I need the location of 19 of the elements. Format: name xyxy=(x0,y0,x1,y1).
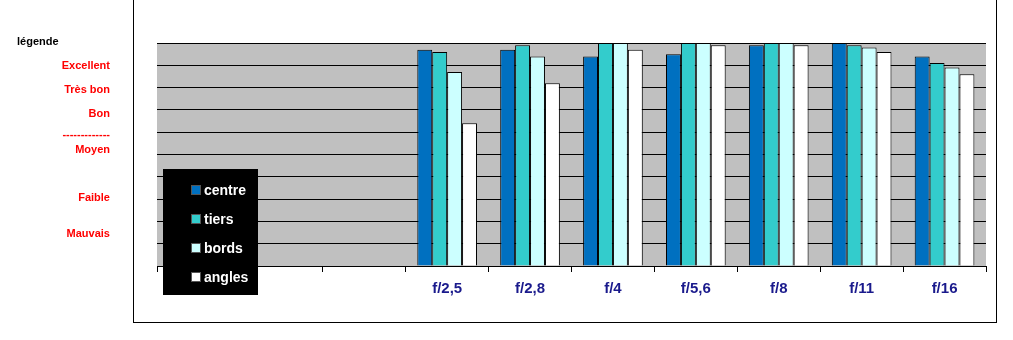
x-tick-label: f/4 xyxy=(604,279,623,297)
x-tick-label: f/2,8 xyxy=(515,279,546,297)
text: Faible xyxy=(78,191,110,203)
text: Mauvais xyxy=(66,227,110,239)
x-tick-label: f/8 xyxy=(769,279,788,297)
text: Très bon xyxy=(64,83,110,95)
legend-label: tiers xyxy=(203,209,235,229)
x-tick-label: f/5,6 xyxy=(680,279,711,297)
text: ------------- xyxy=(62,128,110,140)
legend-label: bords xyxy=(203,238,244,258)
text: Bon xyxy=(88,107,110,119)
legend-label: centre xyxy=(203,180,248,200)
legend-label: angles xyxy=(203,267,249,287)
text: Moyen xyxy=(75,143,110,155)
x-tick-label: f/16 xyxy=(931,279,958,297)
x-tick-label: f/11 xyxy=(849,279,875,297)
text: légende xyxy=(17,35,59,47)
text: Excellent xyxy=(61,59,110,71)
x-tick-label: f/2,5 xyxy=(432,279,463,297)
